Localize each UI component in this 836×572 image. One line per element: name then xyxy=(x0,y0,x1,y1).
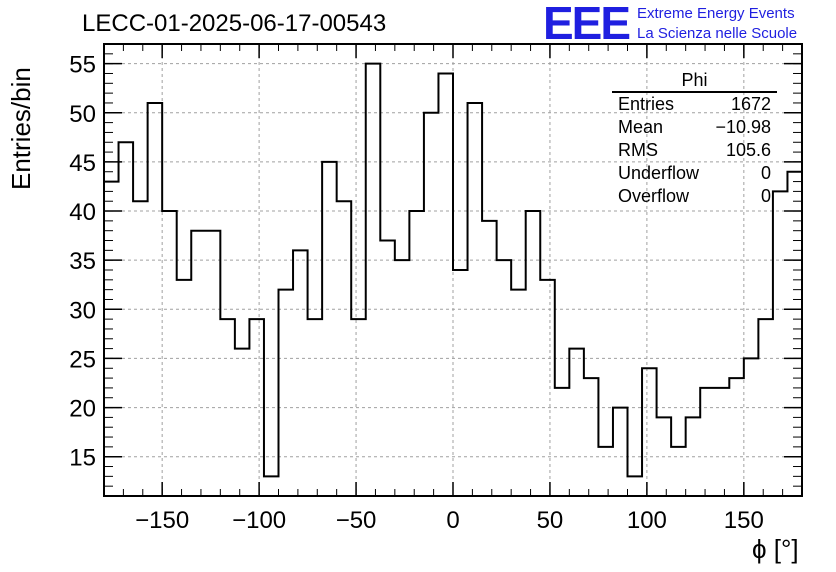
x-tick-label: −50 xyxy=(336,507,377,534)
stats-value: 105.6 xyxy=(725,140,771,160)
eee-logo: EEE xyxy=(543,0,631,49)
y-tick-label: 25 xyxy=(69,346,96,373)
stats-title: Phi xyxy=(612,70,777,93)
logo-caption: Extreme Energy Events La Scienza nelle S… xyxy=(637,4,797,44)
chart-title: LECC-01-2025-06-17-00543 xyxy=(82,10,387,37)
histogram-series xyxy=(104,62,803,478)
x-axis-label: ϕ [°] xyxy=(752,534,799,564)
stats-value: −10.98 xyxy=(715,117,771,137)
y-tick-label: 15 xyxy=(69,445,96,472)
stats-row-entries: Entries 1672 xyxy=(612,93,777,116)
x-tick-label: −100 xyxy=(232,507,286,534)
x-tick-label: −150 xyxy=(135,507,189,534)
y-axis-label: Entries/bin xyxy=(6,67,36,190)
y-tick-label: 30 xyxy=(69,297,96,324)
tick-labels: −150 −100 −50 0 50 100 150 15 20 25 30 35 40 45 50 55 xyxy=(69,52,764,534)
stats-value: 1672 xyxy=(730,94,771,114)
stats-label: Overflow xyxy=(618,186,690,206)
x-tick-label: 150 xyxy=(724,507,764,534)
stats-box: Phi Entries 1672 Mean −10.98 RMS 105.6 U… xyxy=(612,70,777,208)
y-tick-label: 40 xyxy=(69,199,96,226)
axis-ticks xyxy=(103,44,803,496)
stats-label: Mean xyxy=(618,117,664,137)
stats-row-rms: RMS 105.6 xyxy=(612,139,777,162)
logo-line-2: La Scienza nelle Scuole xyxy=(637,25,798,42)
x-tick-label: 0 xyxy=(446,507,459,534)
y-tick-label: 35 xyxy=(69,248,96,275)
stats-value: 0 xyxy=(760,186,771,206)
y-tick-label: 45 xyxy=(69,150,96,177)
logo-line-1: Extreme Energy Events xyxy=(637,5,795,22)
x-tick-label: 100 xyxy=(627,507,667,534)
y-tick-label: 20 xyxy=(69,396,96,423)
stats-value: 0 xyxy=(760,163,771,183)
y-tick-label: 55 xyxy=(69,52,96,79)
stats-label: RMS xyxy=(618,140,658,160)
stats-row-mean: Mean −10.98 xyxy=(612,116,777,139)
y-tick-label: 50 xyxy=(69,101,96,128)
stats-label: Underflow xyxy=(618,163,700,183)
x-tick-label: 50 xyxy=(537,507,564,534)
stats-label: Entries xyxy=(618,94,675,114)
stats-row-underflow: Underflow 0 xyxy=(612,162,777,185)
histogram-step-line xyxy=(104,62,803,478)
stats-row-overflow: Overflow 0 xyxy=(612,185,777,208)
